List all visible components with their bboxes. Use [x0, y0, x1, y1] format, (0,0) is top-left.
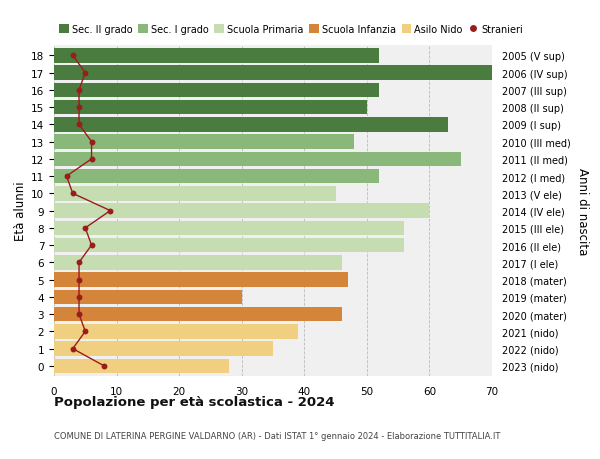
Bar [54, 49, 379, 63]
Bar [54, 290, 242, 304]
Point [68, 190, 77, 197]
Point [68, 52, 77, 60]
Point [62, 173, 71, 180]
Bar [54, 341, 273, 356]
Point [74, 121, 84, 129]
Point [99, 363, 109, 370]
Point [74, 87, 84, 95]
Bar [54, 187, 335, 201]
Bar [54, 325, 298, 339]
Text: COMUNE DI LATERINA PERGINE VALDARNO (AR) - Dati ISTAT 1° gennaio 2024 - Elaboraz: COMUNE DI LATERINA PERGINE VALDARNO (AR)… [54, 431, 500, 441]
Point [68, 345, 77, 353]
Bar [54, 84, 379, 98]
Point [74, 276, 84, 284]
Bar [54, 204, 430, 218]
Legend: Sec. II grado, Sec. I grado, Scuola Primaria, Scuola Infanzia, Asilo Nido, Stran: Sec. II grado, Sec. I grado, Scuola Prim… [59, 24, 523, 34]
Point [80, 328, 90, 335]
Bar [54, 169, 379, 184]
Bar [54, 118, 448, 132]
Point [87, 156, 97, 163]
Point [87, 139, 97, 146]
Bar [54, 135, 355, 150]
Point [106, 207, 115, 215]
Point [74, 104, 84, 112]
Bar [54, 152, 461, 167]
Bar [54, 359, 229, 373]
Bar [54, 256, 342, 270]
Bar [54, 66, 492, 81]
Point [80, 70, 90, 77]
Text: Popolazione per età scolastica - 2024: Popolazione per età scolastica - 2024 [54, 395, 335, 408]
Bar [54, 101, 367, 115]
Bar [54, 307, 342, 322]
Point [87, 242, 97, 249]
Y-axis label: Anni di nascita: Anni di nascita [576, 168, 589, 255]
Point [74, 294, 84, 301]
Bar [54, 273, 348, 287]
Bar [54, 221, 404, 235]
Y-axis label: Età alunni: Età alunni [14, 181, 27, 241]
Point [74, 259, 84, 266]
Bar [54, 238, 404, 253]
Point [74, 311, 84, 318]
Point [80, 225, 90, 232]
